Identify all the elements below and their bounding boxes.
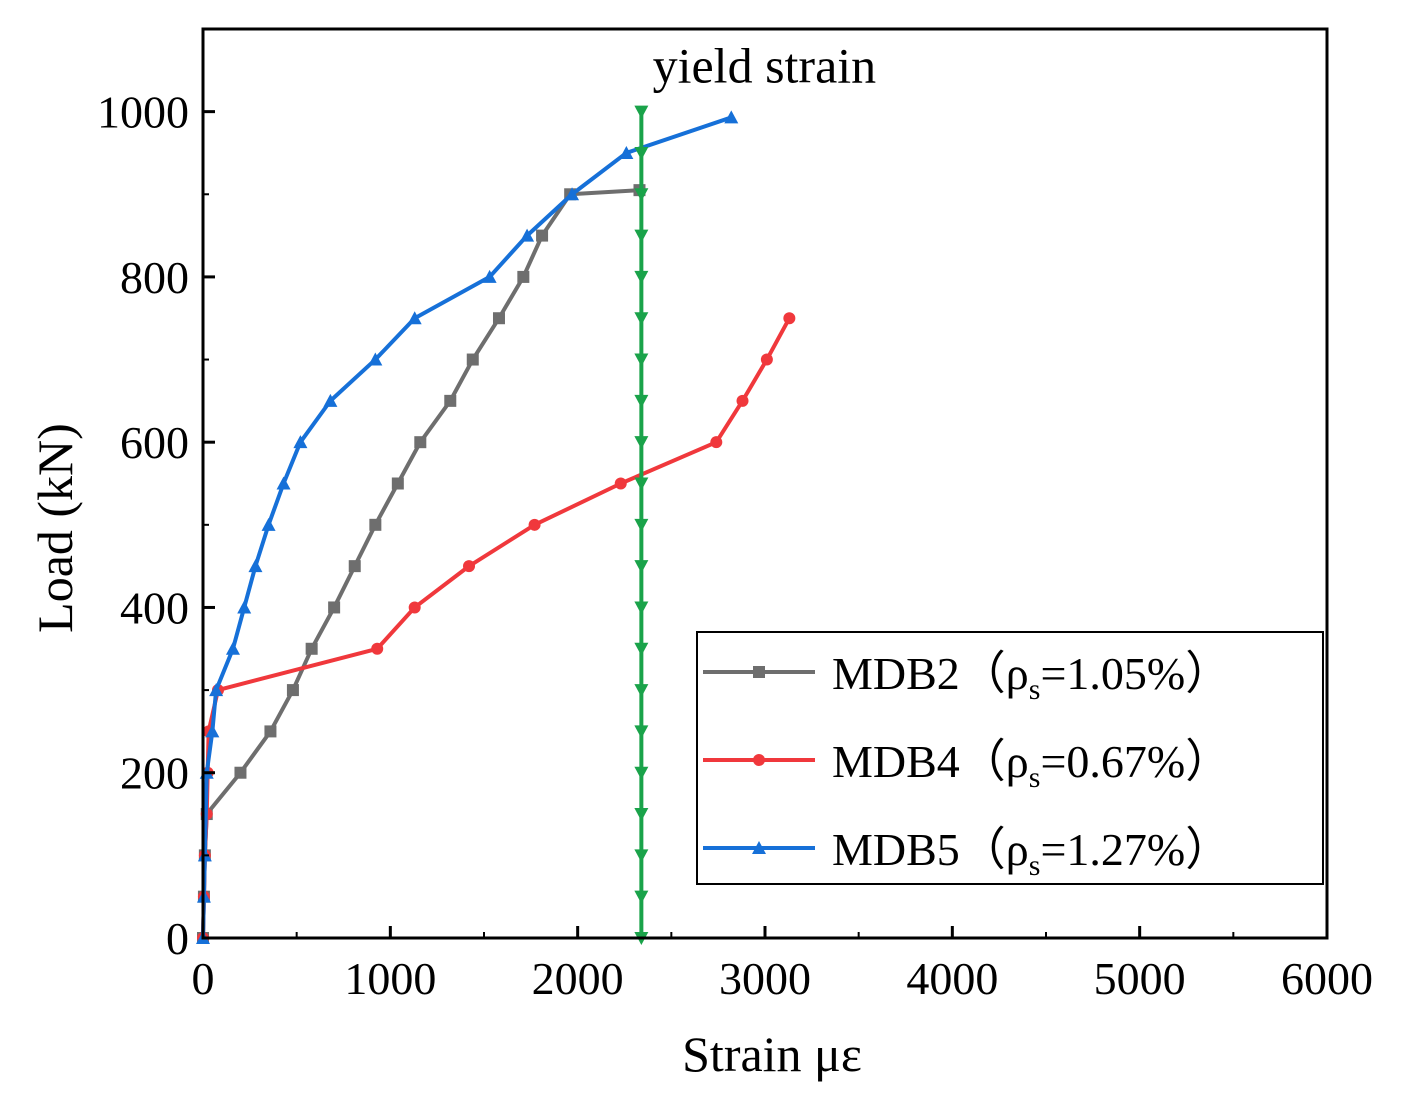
data-point-mdb4 [710,436,723,449]
data-point-yield-strain [634,229,649,243]
data-point-yield-strain [634,312,649,326]
data-point-yield-strain [634,146,649,160]
x-tick-label: 6000 [1281,953,1373,1004]
data-point-mdb2 [264,725,277,738]
data-point-mdb5 [276,476,291,490]
data-point-yield-strain [634,601,649,615]
data-point-yield-strain [634,808,649,822]
x-tick-label: 5000 [1094,953,1186,1004]
y-tick-label: 1000 [97,87,189,138]
data-point-yield-strain [634,849,649,863]
data-point-mdb2 [305,642,318,655]
x-tick-label: 0 [192,953,215,1004]
legend-item-mdb2: MDB2（ρs=1.05%） [703,648,1231,706]
data-point-mdb4 [371,642,384,655]
data-point-yield-strain [634,725,649,739]
x-tick-label: 2000 [532,953,624,1004]
data-point-yield-strain [634,560,649,574]
data-point-yield-strain [634,353,649,367]
data-point-mdb5 [724,110,739,124]
data-point-mdb4 [614,477,627,490]
y-tick-label: 800 [120,252,189,303]
data-point-yield-strain [634,684,649,698]
legend-label-mdb2: MDB2（ρs=1.05%） [832,648,1231,706]
data-point-mdb2 [328,601,341,614]
data-point-mdb4 [528,518,541,531]
series-line-mdb5 [201,115,734,940]
data-point-mdb5 [261,517,276,531]
x-axis-title: Strain με [682,1026,862,1082]
series-line-mdb2 [201,188,642,940]
data-point-mdb5 [248,559,263,573]
data-point-mdb2 [369,518,382,531]
y-axis-title: Load (kN) [27,423,83,633]
data-point-mdb5 [520,228,535,242]
data-point-mdb5 [237,600,252,614]
data-point-mdb4 [736,394,749,407]
data-point-mdb4 [760,353,773,366]
data-point-mdb2 [517,270,530,283]
legend-marker-mdb5 [752,841,766,854]
y-tick-label: 400 [120,582,189,633]
data-point-mdb5 [225,641,240,655]
data-point-mdb5 [323,393,338,407]
legend-marker-mdb2 [753,666,765,678]
series-layer [196,105,796,945]
ticks-layer: 0 1000 2000 3000 4000 5000 6000 0 200 400 600 800 10… [97,87,1373,1004]
data-point-mdb5 [407,311,422,325]
data-point-mdb2 [444,394,457,407]
data-point-mdb2 [348,560,361,573]
data-point-yield-strain [634,518,649,532]
data-point-mdb5 [368,352,383,366]
x-tick-label: 4000 [906,953,998,1004]
data-point-mdb2 [492,312,505,325]
annotation-yield-strain: yield strain [653,38,877,94]
data-point-yield-strain [634,105,649,119]
data-point-mdb5 [205,724,220,738]
data-point-mdb2 [414,436,427,449]
legend-marker-mdb4 [753,754,765,766]
data-point-yield-strain [634,890,649,904]
data-point-mdb5 [619,145,634,159]
y-tick-label: 0 [166,913,189,964]
data-point-mdb4 [408,601,421,614]
data-point-yield-strain [634,766,649,780]
y-tick-label: 600 [120,417,189,468]
data-point-yield-strain [634,642,649,656]
data-point-yield-strain [634,394,649,408]
data-point-mdb4 [463,560,476,573]
data-point-mdb2 [391,477,404,490]
data-point-yield-strain [634,477,649,491]
data-point-mdb5 [565,187,580,201]
data-point-mdb2 [286,684,299,697]
data-point-yield-strain [634,270,649,284]
x-tick-label: 1000 [344,953,436,1004]
data-point-mdb4 [783,312,796,325]
data-point-mdb2 [536,229,549,242]
data-point-mdb5 [293,435,308,449]
data-point-mdb2 [466,353,479,366]
data-point-yield-strain [634,188,649,202]
legend: MDB2（ρs=1.05%）MDB4（ρs=0.67%）MDB5（ρs=1.27… [696,631,1324,885]
x-tick-label: 3000 [719,953,811,1004]
data-point-yield-strain [634,436,649,450]
data-point-mdb2 [234,766,247,779]
y-tick-label: 200 [120,748,189,799]
annotation-layer: yield strain [653,38,877,94]
data-point-mdb5 [209,683,224,697]
data-point-mdb5 [482,269,497,283]
